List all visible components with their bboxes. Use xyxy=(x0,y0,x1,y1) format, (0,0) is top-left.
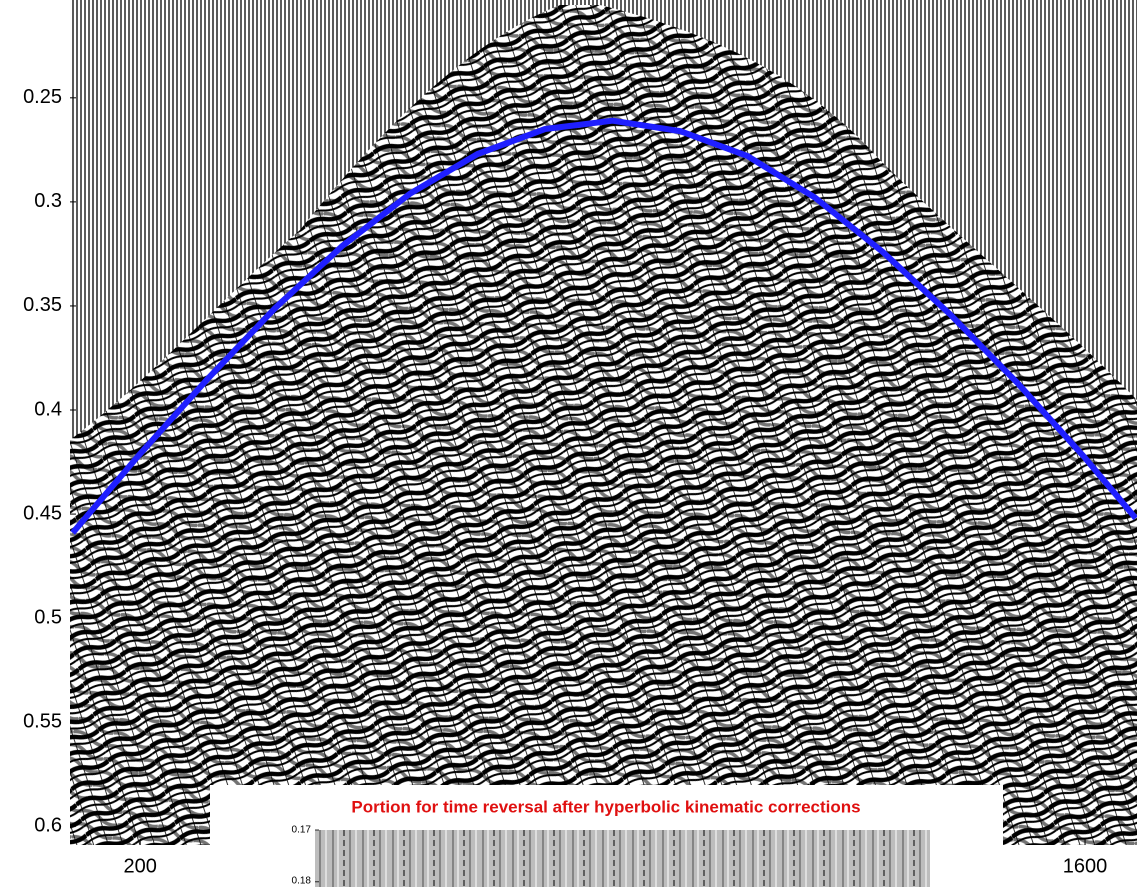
seismic-section xyxy=(70,0,1137,845)
y-tick-label: 0.25 xyxy=(23,86,62,108)
x-tick-label: 1600 xyxy=(1063,855,1108,877)
y-tick-label: 0.4 xyxy=(34,398,62,420)
y-tick-label: 0.55 xyxy=(23,710,62,732)
inset-title: Portion for time reversal after hyperbol… xyxy=(351,797,860,816)
inset-y-tick-label: 0.17 xyxy=(292,825,312,836)
y-tick-label: 0.35 xyxy=(23,294,62,316)
inset-y-tick-label: 0.18 xyxy=(292,876,312,887)
y-tick-label: 0.6 xyxy=(34,815,62,837)
inset-traces xyxy=(315,830,930,887)
x-tick-label: 200 xyxy=(124,855,157,877)
y-tick-label: 0.3 xyxy=(34,190,62,212)
y-tick-label: 0.5 xyxy=(34,606,62,628)
inset: Portion for time reversal after hyperbol… xyxy=(210,785,1003,887)
y-tick-label: 0.45 xyxy=(23,502,62,524)
page: 0.25 0.3 0.35 0.4 0.45 0.5 0.55 0.6 200 1600 Port… xyxy=(0,0,1137,892)
chart: 0.25 0.3 0.35 0.4 0.45 0.5 0.55 0.6 200 1600 Port… xyxy=(0,0,1137,887)
